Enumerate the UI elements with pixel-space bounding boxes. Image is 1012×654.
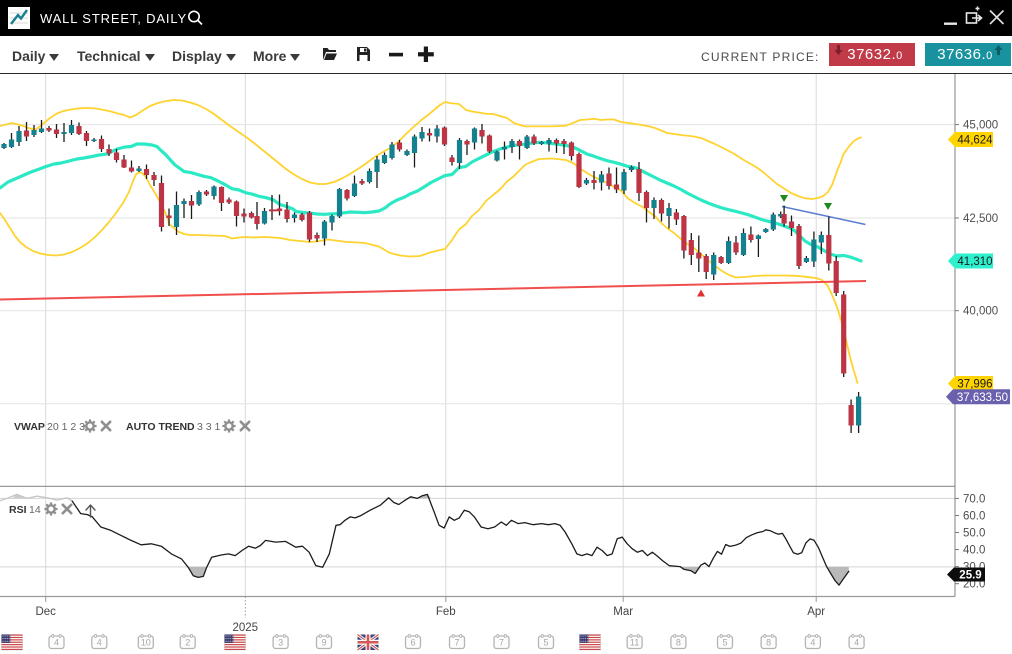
svg-text:4: 4 <box>854 638 859 648</box>
svg-text:20.0: 20.0 <box>963 579 985 591</box>
svg-text:45,000: 45,000 <box>963 120 998 132</box>
svg-text:20 1 2 3: 20 1 2 3 <box>47 421 85 433</box>
svg-text:11: 11 <box>630 638 639 648</box>
svg-text:37,996: 37,996 <box>957 379 992 391</box>
svg-text:42,500: 42,500 <box>963 213 998 225</box>
svg-text:Feb: Feb <box>436 606 456 618</box>
svg-text:Apr: Apr <box>807 606 825 618</box>
svg-text:4: 4 <box>97 638 102 648</box>
svg-text:VWAP: VWAP <box>14 421 45 433</box>
svg-text:10: 10 <box>141 638 151 648</box>
svg-text:RSI: RSI <box>9 504 27 516</box>
svg-text:Dec: Dec <box>35 606 56 618</box>
svg-text:41,310: 41,310 <box>957 256 992 268</box>
svg-text:3: 3 <box>278 638 283 648</box>
svg-text:5: 5 <box>722 638 727 648</box>
svg-text:44,624: 44,624 <box>957 135 993 147</box>
svg-text:8: 8 <box>676 638 681 648</box>
svg-text:3 3 1: 3 3 1 <box>197 421 221 433</box>
svg-text:AUTO TREND: AUTO TREND <box>126 421 195 433</box>
svg-text:4: 4 <box>54 638 59 648</box>
svg-text:14: 14 <box>29 504 41 516</box>
svg-text:4: 4 <box>810 638 815 648</box>
svg-text:WALL STREET, DAILY: WALL STREET, DAILY <box>40 11 187 26</box>
svg-text:2025: 2025 <box>233 622 259 634</box>
svg-text:7: 7 <box>454 638 459 648</box>
svg-text:9: 9 <box>321 638 326 648</box>
svg-text:2: 2 <box>185 638 190 648</box>
svg-text:40,000: 40,000 <box>963 306 998 318</box>
svg-text:6: 6 <box>410 638 415 648</box>
svg-text:5: 5 <box>543 638 548 648</box>
svg-text:Mar: Mar <box>613 606 633 618</box>
svg-text:70.0: 70.0 <box>963 493 985 505</box>
svg-text:37,633.50: 37,633.50 <box>957 392 1008 404</box>
svg-text:40.0: 40.0 <box>963 545 985 557</box>
svg-text:8: 8 <box>766 638 771 648</box>
svg-text:25.9: 25.9 <box>959 570 981 582</box>
svg-text:60.0: 60.0 <box>963 510 985 522</box>
svg-text:50.0: 50.0 <box>963 528 985 540</box>
svg-text:7: 7 <box>499 638 504 648</box>
